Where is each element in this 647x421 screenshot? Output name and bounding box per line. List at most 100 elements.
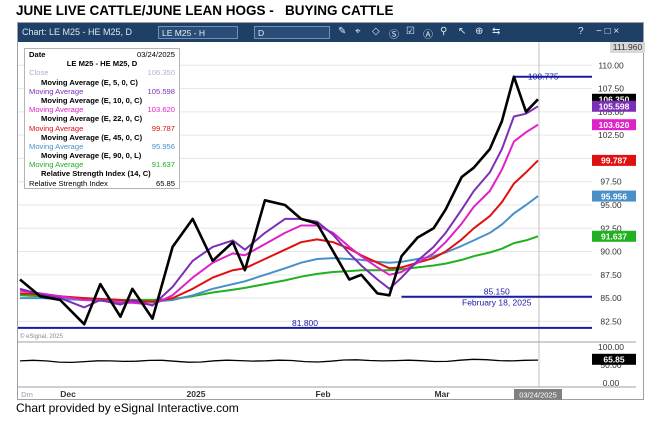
pencil-icon[interactable]: ✎: [338, 26, 347, 37]
price-tag-label: 103.620: [599, 120, 630, 130]
x-tick-label: 2025: [187, 389, 206, 399]
chart-label: Chart: LE M25 - HE M25, D: [22, 27, 133, 37]
zoom-icon[interactable]: ⊕: [475, 26, 484, 37]
date-axis: Dec 2025 Feb Mar Dm 03/24/2025: [18, 386, 636, 400]
level-label: 108.775: [528, 72, 559, 82]
legend-date-label: Date: [29, 50, 46, 59]
legend-row: Moving Average 105.598: [29, 87, 175, 96]
rsi-tick-label: 100.00: [598, 342, 624, 352]
legend-label: Moving Average: [29, 141, 84, 151]
price-tag: [592, 119, 636, 131]
help-icon[interactable]: ?: [578, 26, 584, 37]
legend-row: Moving Average 91.637: [29, 160, 175, 169]
legend-row: Moving Average (E, 90, 0, L): [29, 151, 175, 160]
date-cursor-label: 03/24/2025: [519, 391, 557, 400]
y-tick-label: 85.00: [600, 293, 622, 303]
rsi-line: [19, 358, 539, 364]
price-tag: [592, 154, 636, 166]
y-tick-label: 110.00: [598, 60, 624, 70]
rsi-tag-label: 65.85: [603, 354, 625, 364]
y-tick-label: 97.50: [600, 177, 622, 187]
level-label: 85.150: [484, 287, 510, 297]
legend-row: Moving Average (E, 22, 0, C): [29, 114, 175, 123]
level-label: 81.800: [292, 318, 318, 328]
price-series: [19, 75, 539, 326]
window-controls[interactable]: − □ ×: [596, 26, 620, 37]
legend-symbol: LE M25 - HE M25, D: [66, 59, 138, 69]
price-tag: [592, 93, 636, 105]
y-tick-label: 90.00: [600, 247, 622, 257]
magnifier-icon[interactable]: ⚲: [440, 26, 448, 37]
series-line-close: [19, 75, 539, 326]
price-tag: [592, 190, 636, 202]
y-tick-label: 95.00: [600, 200, 622, 210]
legend-value: 99.787: [151, 123, 175, 133]
legend-value: 95.956: [151, 141, 175, 151]
text-icon[interactable]: Ⓐ: [423, 30, 433, 41]
legend-row: Relative Strength Index (14, C): [29, 169, 175, 178]
cursor-icon[interactable]: ↖: [458, 26, 467, 37]
price-tag: [592, 100, 636, 112]
shape-icon[interactable]: ◇: [372, 26, 380, 37]
legend-label: Moving Average: [29, 160, 84, 170]
legend-row: Close 106.350: [29, 68, 175, 77]
symbol-selector[interactable]: LE M25 - H: [158, 26, 238, 39]
x-tick-label: Feb: [315, 389, 330, 399]
price-tag-label: 106.350: [599, 94, 630, 104]
rsi-tick-label: 0.00: [603, 378, 620, 388]
price-tag: [592, 230, 636, 242]
legend-value: 103.620: [147, 105, 175, 115]
y-tick-label: 102.50: [598, 130, 624, 140]
y-tick-label: 107.50: [598, 84, 624, 94]
date-cursor-tag: [514, 389, 562, 400]
crosshair-icon[interactable]: ⌖: [355, 26, 361, 37]
y-tick-label: 87.50: [600, 270, 622, 280]
legend-row: Moving Average 103.620: [29, 105, 175, 114]
legend-value: 91.637: [151, 160, 175, 170]
legend-label: Moving Average (E, 10, 0, C): [41, 95, 143, 105]
legend-label: Relative Strength Index (14, C): [41, 169, 151, 179]
x-left-label: Dm: [21, 390, 33, 399]
legend-label: Moving Average: [29, 123, 84, 133]
legend-date-value: 03/24/2025: [136, 50, 175, 59]
series-line-ma22: [19, 159, 539, 303]
price-tag-label: 105.598: [599, 101, 630, 111]
legend-label: Moving Average: [29, 86, 84, 96]
y-tick-label: 105.00: [598, 107, 624, 117]
x-tick-label: Dec: [60, 389, 76, 399]
legend-label: Moving Average (E, 22, 0, C): [41, 114, 143, 124]
legend-row: Moving Average (E, 5, 0, C): [29, 78, 175, 87]
price-tag-label: 99.787: [601, 156, 627, 166]
legend-label: Close: [29, 68, 49, 78]
chart-credit: Chart provided by eSignal Interactive.co…: [16, 401, 239, 415]
legend-row: Relative Strength Index 65.85: [29, 179, 175, 188]
edit-icon[interactable]: ☑: [406, 26, 415, 37]
chart-toolbar: Chart: LE M25 - HE M25, D LE M25 - H D ✎…: [18, 23, 643, 42]
level-sublabel: February 18, 2025: [462, 298, 532, 308]
legend-value: 105.598: [147, 86, 175, 96]
study-icon[interactable]: Ⓢ: [389, 30, 399, 41]
data-window: Date 03/24/2025 LE M25 - HE M25, D Close 1…: [24, 48, 180, 189]
price-tag-label: 91.637: [601, 231, 627, 241]
legend-label: Moving Average (E, 45, 0, C): [41, 132, 143, 142]
y-tick-label: 82.50: [600, 316, 622, 326]
watermark: © eSignal, 2025: [20, 333, 63, 340]
legend-value: 65.85: [155, 178, 175, 188]
rsi-panel: 100.00 50.00 0.00 65.85 © eSignal, 2025: [18, 333, 636, 388]
x-tick-label: Mar: [434, 389, 450, 399]
price-tag-label: 95.956: [601, 191, 627, 201]
legend-value: 106.350: [147, 68, 175, 78]
rsi-tick-label: 50.00: [600, 360, 622, 370]
legend-row: Moving Average 95.956: [29, 142, 175, 151]
legend-row: Moving Average 99.787: [29, 124, 175, 133]
legend-label: Moving Average (E, 5, 0, C): [41, 77, 138, 87]
legend-label: Moving Average: [29, 105, 84, 115]
legend-label: Relative Strength Index: [29, 178, 108, 188]
interval-selector[interactable]: D: [254, 26, 330, 39]
link-icon[interactable]: ⇆: [492, 26, 501, 37]
legend-row: Moving Average (E, 10, 0, C): [29, 96, 175, 105]
legend-row: Moving Average (E, 45, 0, C): [29, 133, 175, 142]
